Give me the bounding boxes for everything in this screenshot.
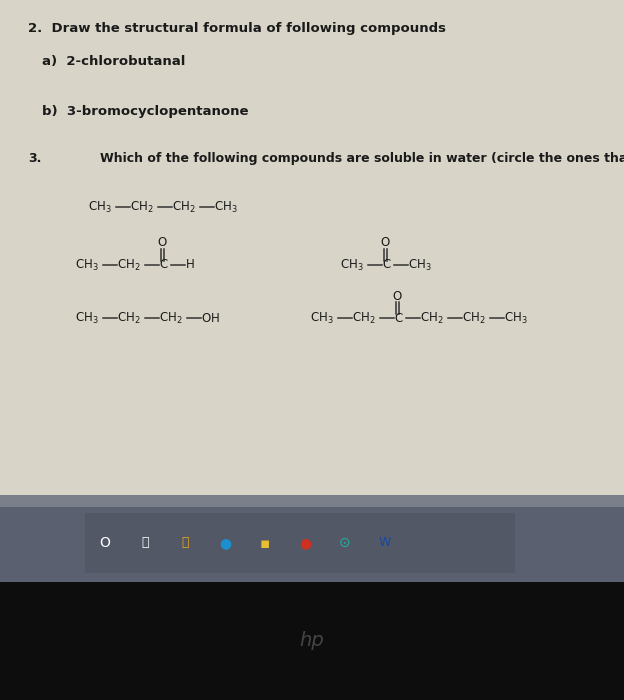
Text: $\mathregular{CH_2}$: $\mathregular{CH_2}$	[352, 311, 376, 326]
Text: $\mathregular{CH_3}$: $\mathregular{CH_3}$	[408, 258, 432, 272]
Text: O: O	[157, 237, 167, 249]
Text: ●: ●	[299, 536, 311, 550]
Text: O: O	[392, 290, 402, 302]
Text: $\mathregular{CH_3}$: $\mathregular{CH_3}$	[504, 311, 528, 326]
Text: Which of the following compounds are soluble in water (circle the ones that are : Which of the following compounds are sol…	[100, 152, 624, 165]
Text: $\mathregular{OH}$: $\mathregular{OH}$	[201, 312, 220, 325]
Bar	[0, 582, 624, 700]
Text: 目: 目	[141, 536, 149, 550]
Text: a)  2-chlorobutanal: a) 2-chlorobutanal	[42, 55, 185, 68]
Text: $\mathregular{CH_2}$: $\mathregular{CH_2}$	[159, 311, 183, 326]
Text: hp: hp	[300, 631, 324, 650]
Text: O: O	[381, 237, 389, 249]
Text: $\mathregular{CH_3}$: $\mathregular{CH_3}$	[88, 199, 112, 214]
Text: ●: ●	[219, 536, 231, 550]
Text: $\mathregular{CH_3}$: $\mathregular{CH_3}$	[340, 258, 364, 272]
Text: ⊙: ⊙	[339, 536, 351, 550]
Text: $\mathregular{CH_2}$: $\mathregular{CH_2}$	[117, 258, 140, 272]
Text: $\mathregular{CH_3}$: $\mathregular{CH_3}$	[214, 199, 238, 214]
Text: ⬛: ⬛	[181, 536, 188, 550]
Text: W: W	[379, 536, 391, 550]
Bar	[0, 507, 624, 582]
Text: $\mathregular{CH_3}$: $\mathregular{CH_3}$	[75, 311, 99, 326]
Text: O: O	[100, 536, 110, 550]
Text: $\mathregular{C}$: $\mathregular{C}$	[382, 258, 392, 272]
Text: 2.  Draw the structural formula of following compounds: 2. Draw the structural formula of follow…	[28, 22, 446, 35]
Text: $\mathregular{CH_3}$: $\mathregular{CH_3}$	[310, 311, 334, 326]
Text: $\mathregular{CH_2}$: $\mathregular{CH_2}$	[462, 311, 485, 326]
Text: $\mathregular{CH_2}$: $\mathregular{CH_2}$	[130, 199, 154, 214]
Bar	[0, 495, 624, 507]
Text: $\mathregular{CH_2}$: $\mathregular{CH_2}$	[117, 311, 140, 326]
Text: $\mathregular{CH_2}$: $\mathregular{CH_2}$	[172, 199, 195, 214]
Text: $\mathregular{H}$: $\mathregular{H}$	[185, 258, 195, 272]
Text: $\mathregular{CH_2}$: $\mathregular{CH_2}$	[420, 311, 444, 326]
Text: $\mathregular{CH_3}$: $\mathregular{CH_3}$	[75, 258, 99, 272]
Text: b)  3-bromocyclopentanone: b) 3-bromocyclopentanone	[42, 105, 248, 118]
Text: ▪: ▪	[260, 536, 270, 550]
Text: 3.: 3.	[28, 152, 41, 165]
Text: $\mathregular{C}$: $\mathregular{C}$	[159, 258, 168, 272]
Bar	[85, 513, 515, 573]
Text: $\mathregular{C}$: $\mathregular{C}$	[394, 312, 404, 325]
